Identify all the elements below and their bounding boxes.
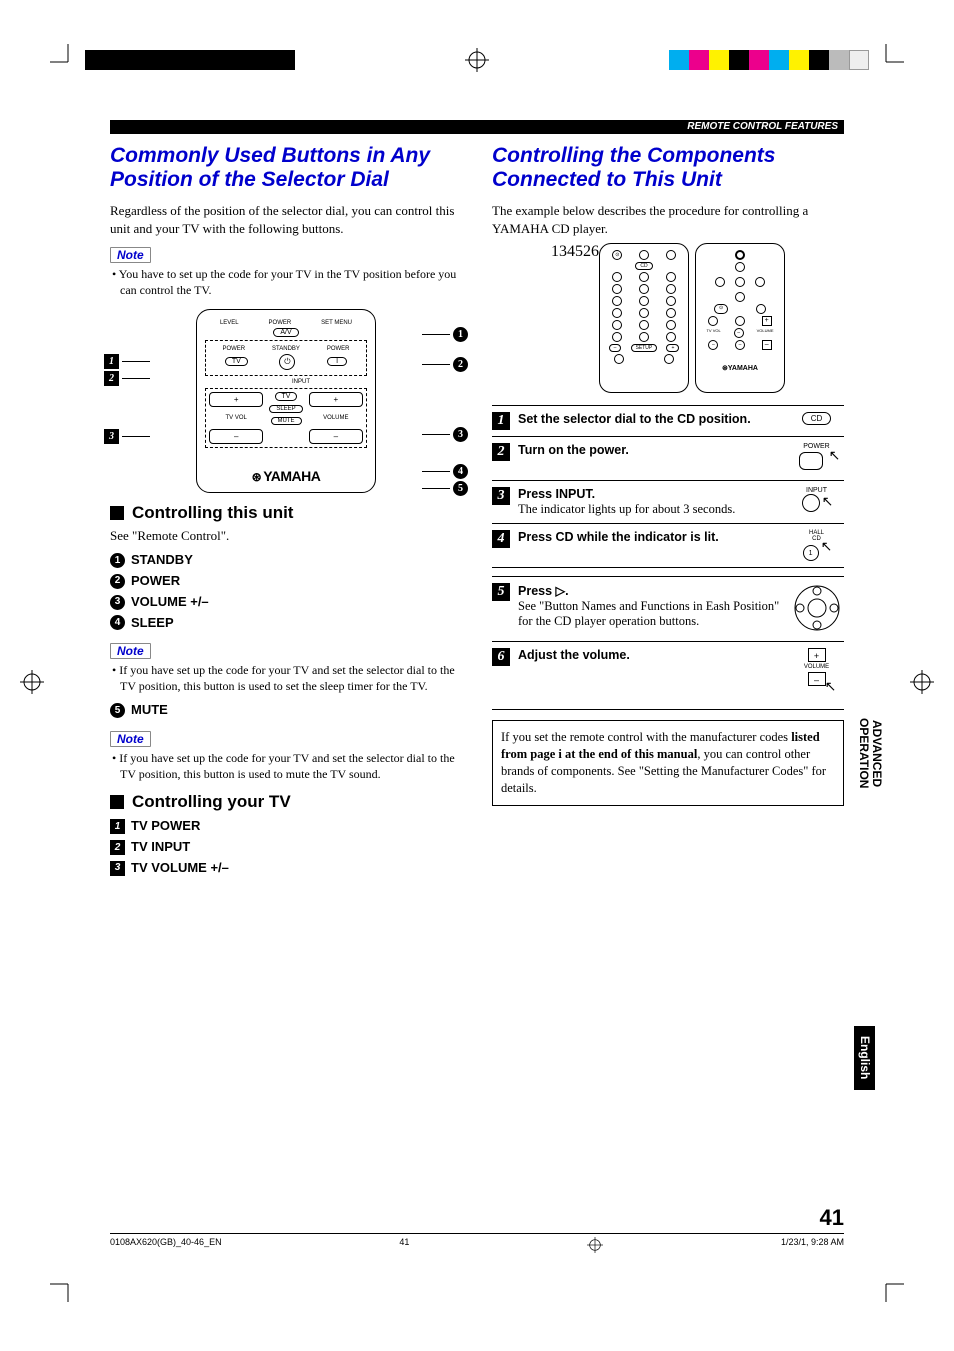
registration-mark-bottom xyxy=(587,1237,603,1255)
right-section-title: Controlling the Components Connected to … xyxy=(492,144,844,192)
print-color-bar-left xyxy=(85,50,295,70)
print-color-bar-right xyxy=(669,50,869,70)
footer-center: 41 xyxy=(399,1237,409,1255)
sub1-ref: See "Remote Control". xyxy=(110,527,462,545)
left-column: Commonly Used Buttons in Any Position of… xyxy=(110,144,462,885)
side-tabs: ADVANCEDOPERATION English xyxy=(854,710,886,1320)
footer-left: 0108AX620(GB)_40-46_EN xyxy=(110,1237,222,1255)
right-intro: The example below describes the procedur… xyxy=(492,202,844,237)
crop-mark-br xyxy=(876,1274,904,1307)
crop-mark-tr xyxy=(876,44,904,77)
unit-items: 1STANDBY 2POWER 3VOLUME +/– 4SLEEP xyxy=(110,550,462,633)
registration-mark-right xyxy=(910,670,934,699)
subheading-controlling-unit: Controlling this unit xyxy=(110,503,462,523)
steps-list: 1 Set the selector dial to the CD positi… xyxy=(492,405,844,710)
header-bar-text: REMOTE CONTROL FEATURES xyxy=(687,121,838,132)
remote-diagram-2: 1 3 4 5 2 6 ⊙ CD –SETUP+ xyxy=(492,243,844,393)
page-content: REMOTE CONTROL FEATURES Commonly Used Bu… xyxy=(70,90,884,1261)
registration-mark-top xyxy=(465,48,489,77)
header-bar: REMOTE CONTROL FEATURES xyxy=(110,120,844,134)
footer-right: 1/23/1, 9:28 AM xyxy=(781,1237,844,1255)
subheading-controlling-tv: Controlling your TV xyxy=(110,792,462,812)
note-label-1: Note xyxy=(110,247,151,263)
left-intro: Regardless of the position of the select… xyxy=(110,202,462,237)
right-column: Controlling the Components Connected to … xyxy=(492,144,844,885)
yamaha-logo: YAMAHA xyxy=(205,468,367,484)
info-box: If you set the remote control with the m… xyxy=(492,720,844,806)
registration-mark-left xyxy=(20,670,44,699)
tv-items: 1TV POWER 2TV INPUT 3TV VOLUME +/– xyxy=(110,816,462,878)
page-number: 41 xyxy=(820,1205,844,1231)
note-text-2: If you have set up the code for your TV … xyxy=(110,663,462,694)
crop-mark-tl xyxy=(50,44,78,77)
remote-figure: 1 2 3 1 2 3 4 5 LEVELPOWERSET MENU A/V P… xyxy=(110,309,462,493)
crop-mark-bl xyxy=(50,1274,78,1307)
note-label-3: Note xyxy=(110,731,151,747)
footer: 0108AX620(GB)_40-46_EN 41 1/23/1, 9:28 A… xyxy=(110,1233,844,1255)
standby-icon: ⏻ xyxy=(279,354,295,370)
side-tab-english: English xyxy=(854,1026,875,1089)
left-section-title: Commonly Used Buttons in Any Position of… xyxy=(110,144,462,192)
note-text-3: If you have set up the code for your TV … xyxy=(110,751,462,782)
note-text-1: You have to set up the code for your TV … xyxy=(110,267,462,298)
side-tab-advanced: ADVANCEDOPERATION xyxy=(854,710,886,796)
note-label-2: Note xyxy=(110,643,151,659)
